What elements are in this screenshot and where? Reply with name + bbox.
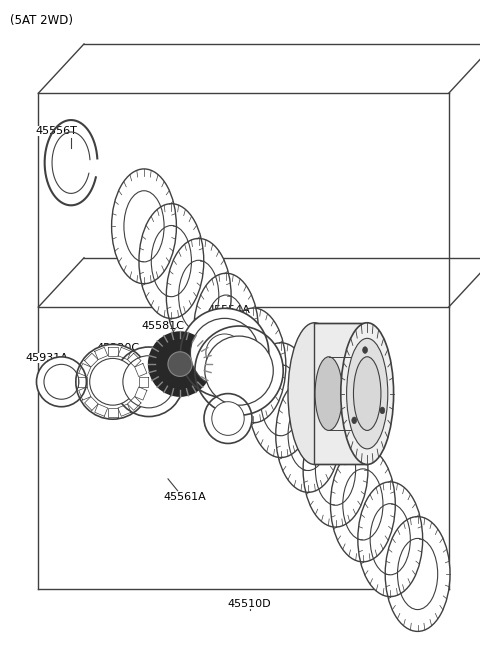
Text: 45510D: 45510D xyxy=(228,598,271,609)
Ellipse shape xyxy=(249,342,313,458)
Ellipse shape xyxy=(180,308,269,398)
Ellipse shape xyxy=(114,347,183,417)
Ellipse shape xyxy=(276,378,340,492)
Text: 45571A: 45571A xyxy=(333,357,376,367)
Ellipse shape xyxy=(204,394,252,443)
Ellipse shape xyxy=(303,413,368,527)
Ellipse shape xyxy=(191,318,259,388)
Ellipse shape xyxy=(166,239,231,353)
Ellipse shape xyxy=(195,326,283,415)
Ellipse shape xyxy=(206,334,243,372)
Ellipse shape xyxy=(168,352,192,377)
Ellipse shape xyxy=(330,447,395,562)
Text: 45931A: 45931A xyxy=(25,352,69,363)
Ellipse shape xyxy=(341,323,394,464)
Ellipse shape xyxy=(212,401,244,436)
Ellipse shape xyxy=(111,169,177,283)
Ellipse shape xyxy=(90,358,136,405)
Text: 45556T: 45556T xyxy=(36,126,78,136)
Ellipse shape xyxy=(315,357,343,430)
Ellipse shape xyxy=(352,417,357,424)
Text: (5AT 2WD): (5AT 2WD) xyxy=(10,14,72,28)
Ellipse shape xyxy=(363,347,368,354)
Polygon shape xyxy=(314,323,367,464)
Ellipse shape xyxy=(193,274,258,388)
Ellipse shape xyxy=(358,482,422,597)
Ellipse shape xyxy=(288,323,341,464)
Ellipse shape xyxy=(148,331,212,397)
Text: 45552A: 45552A xyxy=(205,421,248,432)
Ellipse shape xyxy=(123,356,175,408)
Ellipse shape xyxy=(380,407,385,414)
Text: 45220C: 45220C xyxy=(96,342,139,353)
Ellipse shape xyxy=(36,357,86,407)
Ellipse shape xyxy=(353,357,381,430)
Ellipse shape xyxy=(76,344,150,419)
Ellipse shape xyxy=(347,338,388,449)
Ellipse shape xyxy=(205,336,273,405)
Text: 45581C: 45581C xyxy=(142,321,185,331)
Text: 45561A: 45561A xyxy=(163,492,206,502)
Text: 45554A: 45554A xyxy=(208,305,251,316)
Ellipse shape xyxy=(44,364,79,400)
Ellipse shape xyxy=(139,203,204,318)
Ellipse shape xyxy=(385,517,450,631)
Ellipse shape xyxy=(221,308,286,423)
